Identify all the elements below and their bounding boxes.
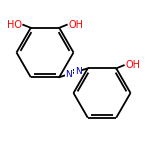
- Text: OH: OH: [68, 20, 83, 30]
- Text: OH: OH: [125, 60, 140, 70]
- Text: N: N: [75, 67, 82, 76]
- Text: HO: HO: [7, 20, 22, 30]
- Text: N: N: [65, 70, 72, 79]
